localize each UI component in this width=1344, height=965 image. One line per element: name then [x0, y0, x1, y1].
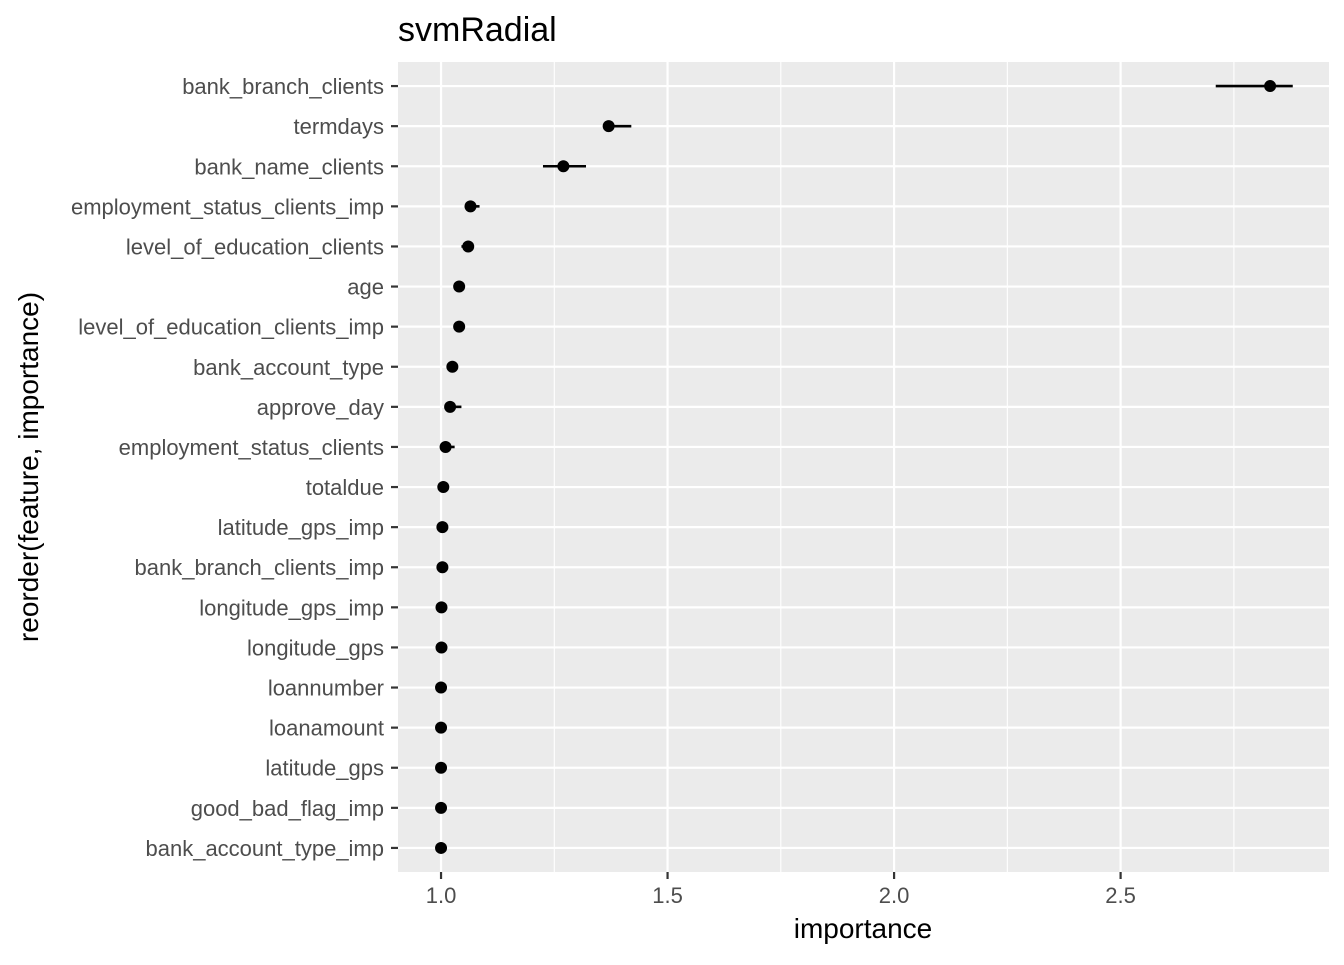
- importance-point: [436, 561, 449, 574]
- y-tick-label: approve_day: [257, 395, 384, 420]
- importance-point: [446, 360, 459, 373]
- y-tick-label: bank_branch_clients_imp: [135, 555, 385, 580]
- importance-point: [435, 801, 448, 814]
- y-tick-label: bank_name_clients: [194, 154, 384, 179]
- importance-point: [436, 521, 449, 534]
- y-tick-label: latitude_gps: [265, 756, 384, 781]
- importance-point: [437, 481, 450, 494]
- y-tick-label: age: [347, 275, 384, 300]
- y-tick-label: longitude_gps_imp: [199, 595, 384, 620]
- y-tick-label: good_bad_flag_imp: [191, 796, 384, 821]
- y-tick-label: employment_status_clients: [119, 435, 384, 460]
- importance-point: [435, 761, 448, 774]
- importance-point: [602, 120, 615, 133]
- plot-panel: [398, 62, 1329, 872]
- chart-title: svmRadial: [398, 11, 557, 49]
- x-tick-label: 1.5: [652, 883, 683, 908]
- x-axis: 1.0 1.5 2.0 2.5: [426, 872, 1136, 908]
- importance-point: [435, 721, 448, 734]
- y-axis-title: reorder(feature, importance): [13, 292, 44, 642]
- y-tick-label: termdays: [294, 114, 384, 139]
- importance-point: [435, 841, 448, 854]
- x-tick-label: 2.5: [1105, 883, 1136, 908]
- importance-point: [453, 320, 466, 333]
- x-tick-label: 2.0: [879, 883, 910, 908]
- y-tick-label: totaldue: [306, 475, 384, 500]
- y-tick-label: bank_account_type: [193, 355, 384, 380]
- x-axis-title: importance: [794, 913, 933, 944]
- importance-point: [557, 160, 570, 173]
- importance-point: [444, 400, 457, 413]
- grid-lines: [398, 62, 1329, 872]
- importance-point: [435, 641, 448, 654]
- importance-point: [453, 280, 466, 293]
- y-tick-label: loanamount: [269, 716, 384, 741]
- y-tick-label: level_of_education_clients_imp: [78, 315, 384, 340]
- importance-point: [462, 240, 475, 253]
- y-tick-label: latitude_gps_imp: [218, 515, 384, 540]
- importance-point: [1264, 80, 1277, 93]
- y-tick-label: loannumber: [268, 676, 384, 701]
- y-tick-label: level_of_education_clients: [126, 234, 384, 259]
- importance-point: [435, 601, 448, 614]
- y-tick-label: longitude_gps: [247, 635, 384, 660]
- data-marks: [435, 80, 1293, 854]
- y-tick-label: bank_account_type_imp: [146, 836, 385, 861]
- importance-point: [435, 681, 448, 694]
- x-tick-label: 1.0: [426, 883, 457, 908]
- y-tick-label: bank_branch_clients: [182, 74, 384, 99]
- y-tick-label: employment_status_clients_imp: [71, 194, 384, 219]
- importance-point: [464, 200, 477, 213]
- importance-point: [439, 440, 452, 453]
- y-axis: bank_branch_clients termdays bank_name_cli…: [71, 74, 398, 861]
